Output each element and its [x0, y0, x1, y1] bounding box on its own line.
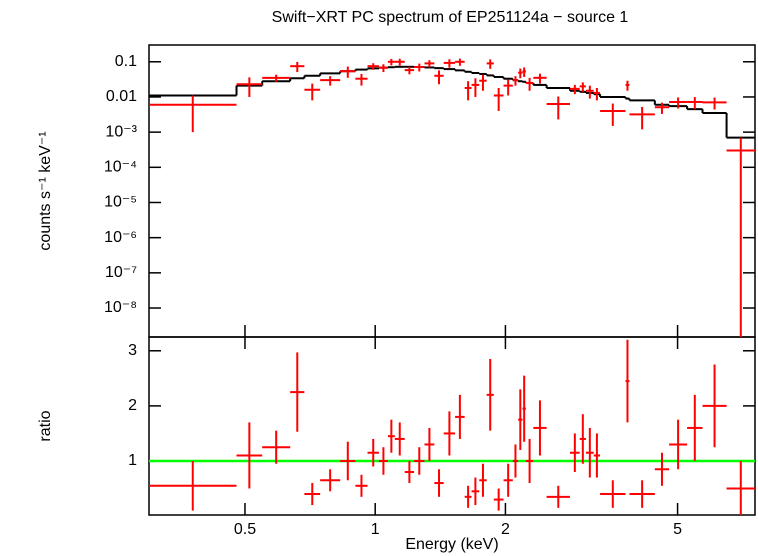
y-tick-label: 10⁻⁴ — [104, 159, 137, 176]
x-tick-label: 2 — [501, 521, 510, 538]
y-tick-label: 10⁻⁸ — [104, 299, 137, 316]
y-tick-label: 1 — [128, 452, 137, 469]
y-axis-label: ratio — [37, 410, 54, 441]
y-tick-label: 0.01 — [106, 88, 137, 105]
x-tick-label: 1 — [371, 521, 380, 538]
y-tick-label: 0.1 — [115, 53, 137, 70]
chart-title: Swift−XRT PC spectrum of EP251124a − sou… — [272, 9, 629, 26]
x-axis-label: Energy (keV) — [405, 536, 498, 553]
plot-frame — [148, 336, 756, 516]
y-tick-label: 3 — [128, 342, 137, 359]
y-tick-label: 2 — [128, 397, 137, 414]
y-tick-label: 10⁻⁷ — [105, 264, 137, 281]
plot-frame — [148, 44, 756, 338]
x-tick-label: 0.5 — [234, 521, 256, 538]
y-tick-label: 10⁻⁶ — [104, 229, 137, 246]
y-tick-label: 10⁻⁵ — [104, 194, 137, 211]
y-axis-label: counts s⁻¹ keV⁻¹ — [37, 131, 54, 250]
x-tick-label: 5 — [673, 521, 682, 538]
y-tick-label: 10⁻³ — [105, 123, 137, 140]
